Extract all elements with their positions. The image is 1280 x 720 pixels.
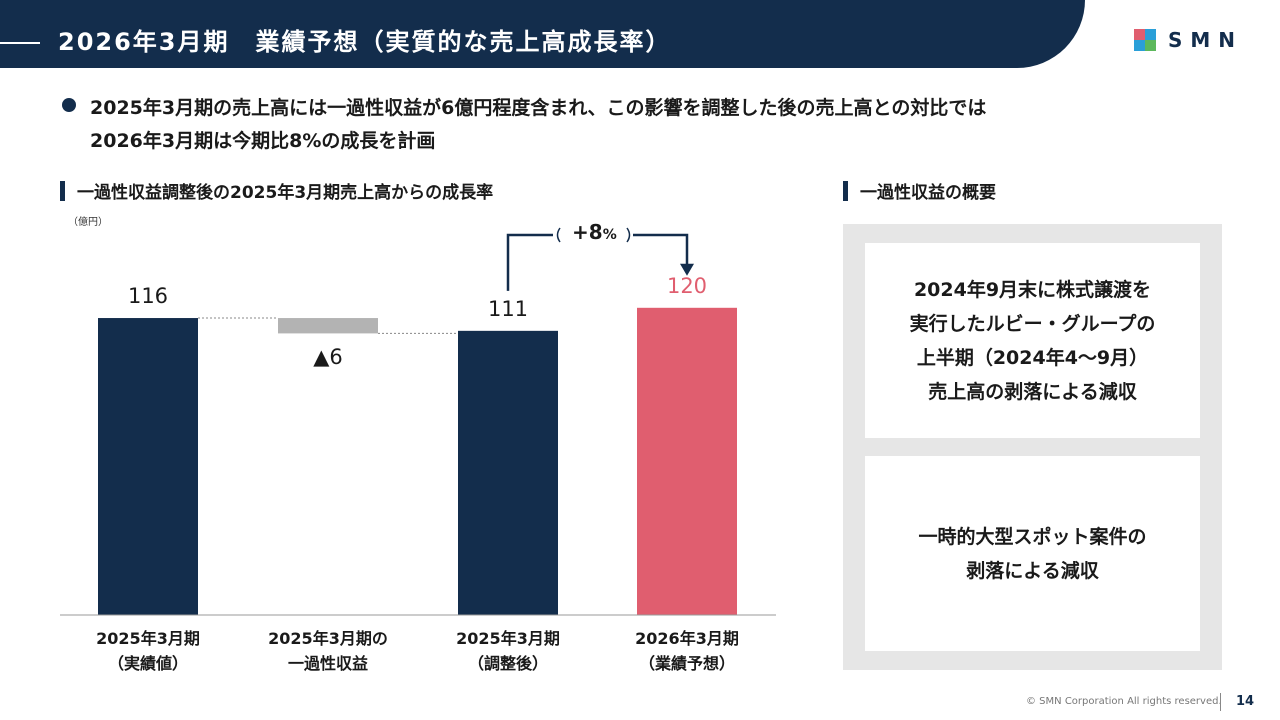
heading-bar bbox=[843, 180, 848, 201]
bar-value-label: 120 bbox=[666, 273, 708, 298]
summary-box-1-line: 2024年9月末に株式譲渡を bbox=[913, 278, 1152, 301]
summary-panel: 2024年9月末に株式譲渡を 実行したルビー・グループの 上半期（2024年4～… bbox=[843, 224, 1222, 670]
bullet-dot-icon bbox=[62, 98, 76, 112]
lead-text: 2025年3月期の売上高には一過性収益が6億円程度含まれ、この影響を調整した後の… bbox=[90, 92, 1220, 158]
growth-bracket-left bbox=[556, 227, 561, 243]
summary-box-1-line: 上半期（2024年4～9月） bbox=[916, 346, 1149, 369]
growth-bracket-right bbox=[626, 227, 631, 243]
summary-box-1-line: 実行したルビー・グループの bbox=[909, 312, 1156, 335]
page-number: 14 bbox=[1236, 694, 1255, 709]
category-label: 2025年3月期 （調整後） bbox=[456, 629, 560, 673]
chart-bar bbox=[458, 330, 558, 615]
waterfall-chart: +8% 116 ▲6 111 120 2025年3月期 （実績値） 2025年3月期の 一過性… bbox=[60, 220, 780, 680]
category-label: 2025年3月期 （実績値） bbox=[96, 629, 200, 673]
summary-box-1: 2024年9月末に株式譲渡を 実行したルビー・グループの 上半期（2024年4～… bbox=[865, 243, 1200, 438]
page-title: 2026年3月期 業績予想（実質的な売上高成長率） bbox=[58, 28, 672, 56]
chart-section-heading: 一過性収益調整後の2025年3月期売上高からの成長率 bbox=[60, 178, 493, 203]
category-label: 2026年3月期 （業績予想） bbox=[635, 629, 739, 673]
lead-line-2: 2026年3月期は今期比8%の成長を計画 bbox=[90, 130, 436, 152]
chart-unit-label: （億円） bbox=[68, 217, 108, 228]
summary-box-2-line: 剥落による減収 bbox=[966, 559, 1099, 582]
summary-box-2-line: 一時的大型スポット案件の bbox=[918, 525, 1147, 548]
chart-section-heading-text: 一過性収益調整後の2025年3月期売上高からの成長率 bbox=[77, 183, 494, 203]
logo-mark-icon bbox=[1134, 29, 1156, 51]
growth-label-mask bbox=[553, 224, 633, 246]
growth-annotation-label: +8% bbox=[572, 220, 617, 244]
summary-section-heading-text: 一過性収益の概要 bbox=[860, 183, 996, 203]
lead-bullet: 2025年3月期の売上高には一過性収益が6億円程度含まれ、この影響を調整した後の… bbox=[62, 92, 1220, 158]
logo-text: SMN bbox=[1168, 28, 1244, 52]
summary-section-heading: 一過性収益の概要 bbox=[843, 178, 996, 203]
footer-separator bbox=[1220, 693, 1221, 711]
chart-bar bbox=[278, 318, 378, 334]
header-accent-line bbox=[0, 42, 40, 44]
summary-box-2: 一時的大型スポット案件の 剥落による減収 bbox=[865, 456, 1200, 651]
chart-bar bbox=[98, 318, 198, 615]
heading-bar bbox=[60, 180, 65, 201]
copyright-text: © SMN Corporation All rights reserved. bbox=[1026, 696, 1222, 707]
summary-box-1-line: 売上高の剥落による減収 bbox=[928, 380, 1137, 403]
bar-value-label: ▲6 bbox=[313, 345, 343, 370]
category-label: 2025年3月期の 一過性収益 bbox=[268, 629, 388, 673]
chart-svg bbox=[60, 224, 776, 616]
bar-value-label: 116 bbox=[127, 284, 169, 309]
growth-arrow-head-icon bbox=[680, 263, 694, 276]
header-band bbox=[0, 0, 1085, 68]
company-logo: SMN bbox=[1134, 28, 1243, 52]
chart-bar bbox=[637, 307, 737, 615]
bar-value-label: 111 bbox=[487, 296, 529, 321]
lead-line-1: 2025年3月期の売上高には一過性収益が6億円程度含まれ、この影響を調整した後の… bbox=[90, 97, 987, 119]
